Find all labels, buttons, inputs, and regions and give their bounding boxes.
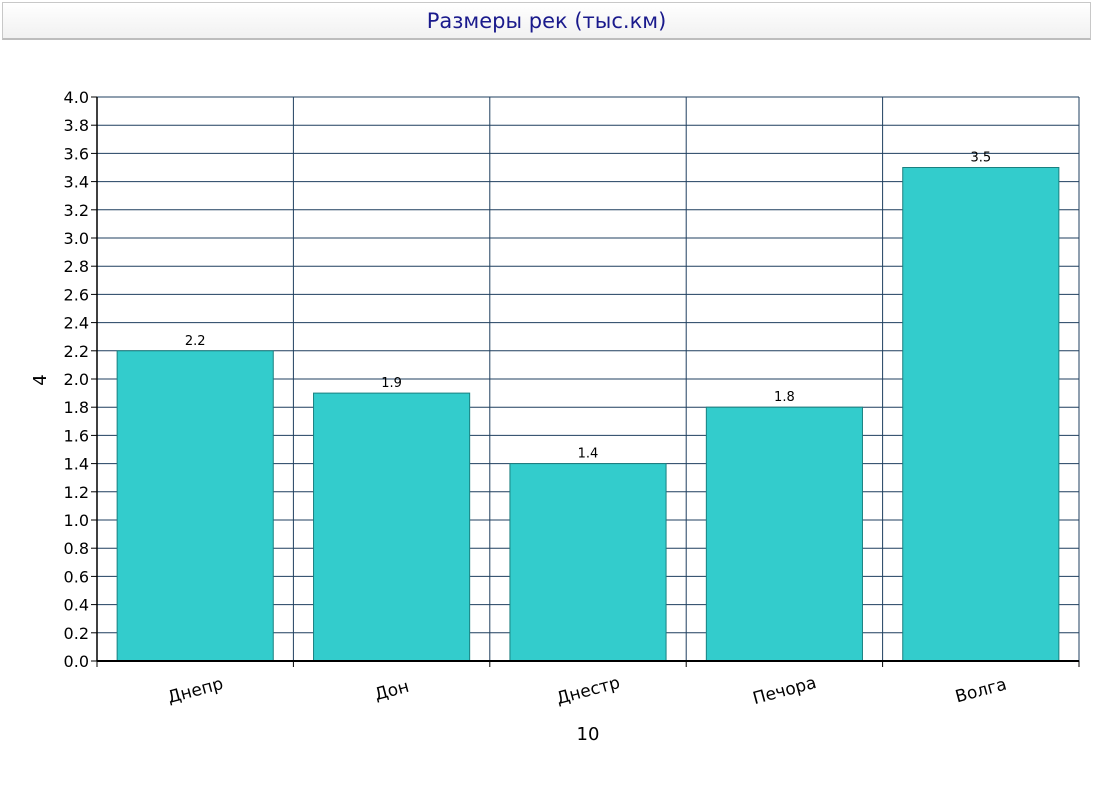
y-tick-label: 3.2 bbox=[64, 201, 89, 220]
data-label: 1.4 bbox=[578, 447, 599, 462]
axis-layer bbox=[91, 96, 1080, 667]
data-label: 3.5 bbox=[970, 151, 991, 166]
y-tick-label: 1.8 bbox=[64, 398, 89, 417]
y-tick-label: 1.2 bbox=[64, 483, 89, 502]
y-tick-label: 2.4 bbox=[64, 314, 89, 333]
category-label: Печора bbox=[751, 673, 819, 709]
y-tick-label: 0.2 bbox=[64, 624, 89, 643]
y-tick-label: 0.6 bbox=[64, 567, 89, 586]
bar bbox=[509, 463, 667, 662]
y-tick-label: 1.0 bbox=[64, 511, 89, 530]
y-tick-label: 0.4 bbox=[64, 596, 89, 615]
bar-layer bbox=[116, 167, 1060, 662]
bar bbox=[705, 406, 863, 662]
y-tick-label: 3.8 bbox=[64, 116, 89, 135]
chart-title-bar: Размеры рек (тыс.км) bbox=[2, 2, 1091, 40]
data-label: 1.8 bbox=[774, 390, 795, 405]
bar bbox=[313, 392, 471, 662]
category-label: Волга bbox=[953, 675, 1009, 708]
y-tick-label: 2.0 bbox=[64, 370, 89, 389]
category-label: Днепр bbox=[165, 674, 225, 708]
y-tick-label: 3.0 bbox=[64, 229, 89, 248]
y-axis-title: 4 bbox=[30, 374, 51, 385]
y-tick-label: 0.0 bbox=[64, 652, 89, 671]
y-tick-label: 1.6 bbox=[64, 426, 89, 445]
bar bbox=[902, 167, 1060, 662]
y-tick-label: 0.8 bbox=[64, 539, 89, 558]
y-tick-label: 4.0 bbox=[64, 88, 89, 107]
y-tick-label: 2.2 bbox=[64, 342, 89, 361]
data-label: 2.2 bbox=[185, 334, 206, 349]
data-label: 1.9 bbox=[381, 376, 402, 391]
category-label: Дон bbox=[372, 677, 411, 705]
y-tick-label: 3.4 bbox=[64, 173, 89, 192]
y-tick-label: 2.6 bbox=[64, 285, 89, 304]
y-tick-label: 2.8 bbox=[64, 257, 89, 276]
chart-title: Размеры рек (тыс.км) bbox=[426, 8, 667, 33]
x-axis-title: 10 bbox=[577, 724, 600, 745]
category-label: Днестр bbox=[554, 673, 622, 709]
bar bbox=[116, 350, 274, 662]
y-tick-label: 1.4 bbox=[64, 455, 89, 474]
y-tick-label: 3.6 bbox=[64, 144, 89, 163]
